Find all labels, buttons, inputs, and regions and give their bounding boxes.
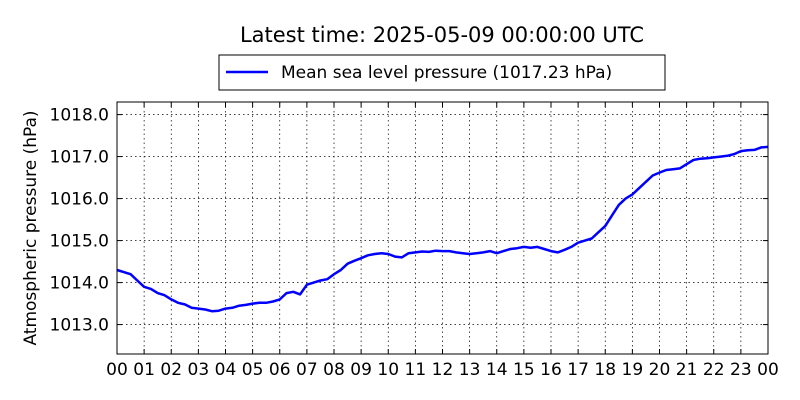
- x-tick-label: 13: [459, 360, 481, 380]
- x-tick-label: 11: [405, 360, 427, 380]
- x-tick-label: 00: [106, 360, 128, 380]
- x-tick-label: 03: [188, 360, 210, 380]
- y-tick-label: 1017.0: [50, 148, 109, 168]
- legend: Mean sea level pressure (1017.23 hPa): [218, 54, 666, 91]
- plot-frame: [116, 101, 769, 355]
- y-tick-label: 1014.0: [50, 274, 109, 294]
- x-tick-label: 10: [377, 360, 399, 380]
- x-tick-label: 04: [215, 360, 237, 380]
- y-axis-label: Atmospheric pressure (hPa): [21, 110, 41, 345]
- x-tick-label: 00: [757, 360, 779, 380]
- y-tick-label: 1018.0: [50, 106, 109, 126]
- x-tick-label: 21: [676, 360, 698, 380]
- y-tick-labels: 1013.0 1014.0 1015.0 1016.0 1017.0 1018.0: [50, 106, 109, 336]
- x-tick-label: 01: [133, 360, 155, 380]
- x-tick-label: 17: [567, 360, 589, 380]
- x-tick-label: 20: [649, 360, 671, 380]
- x-tick-label: 09: [350, 360, 372, 380]
- x-tick-label: 12: [432, 360, 454, 380]
- x-tick-label: 22: [703, 360, 725, 380]
- legend-box: [218, 54, 666, 91]
- x-tick-label: 16: [540, 360, 562, 380]
- x-tick-label: 05: [242, 360, 264, 380]
- y-tick-label: 1013.0: [50, 316, 109, 336]
- x-tick-label: 15: [513, 360, 535, 380]
- chart-title: Latest time: 2025-05-09 00:00:00 UTC: [240, 23, 644, 47]
- x-tick-label: 06: [269, 360, 291, 380]
- grid: [117, 102, 768, 354]
- x-tick-label: 23: [730, 360, 752, 380]
- y-tick-label: 1015.0: [50, 232, 109, 252]
- x-tick-label: 18: [594, 360, 616, 380]
- y-tick-label: 1016.0: [50, 190, 109, 210]
- legend-label: Mean sea level pressure (1017.23 hPa): [281, 63, 612, 83]
- series-line-mean-sea-level-pressure: [116, 145, 769, 313]
- x-tick-labels: 00 01 02 03 04 05 06 07 08 09 10 11 12 13 14 15 16 17 18 19…: [106, 360, 779, 380]
- x-tick-label: 19: [622, 360, 644, 380]
- x-tick-label: 07: [296, 360, 318, 380]
- x-tick-label: 14: [486, 360, 508, 380]
- x-tick-label: 02: [160, 360, 182, 380]
- x-tick-label: 08: [323, 360, 345, 380]
